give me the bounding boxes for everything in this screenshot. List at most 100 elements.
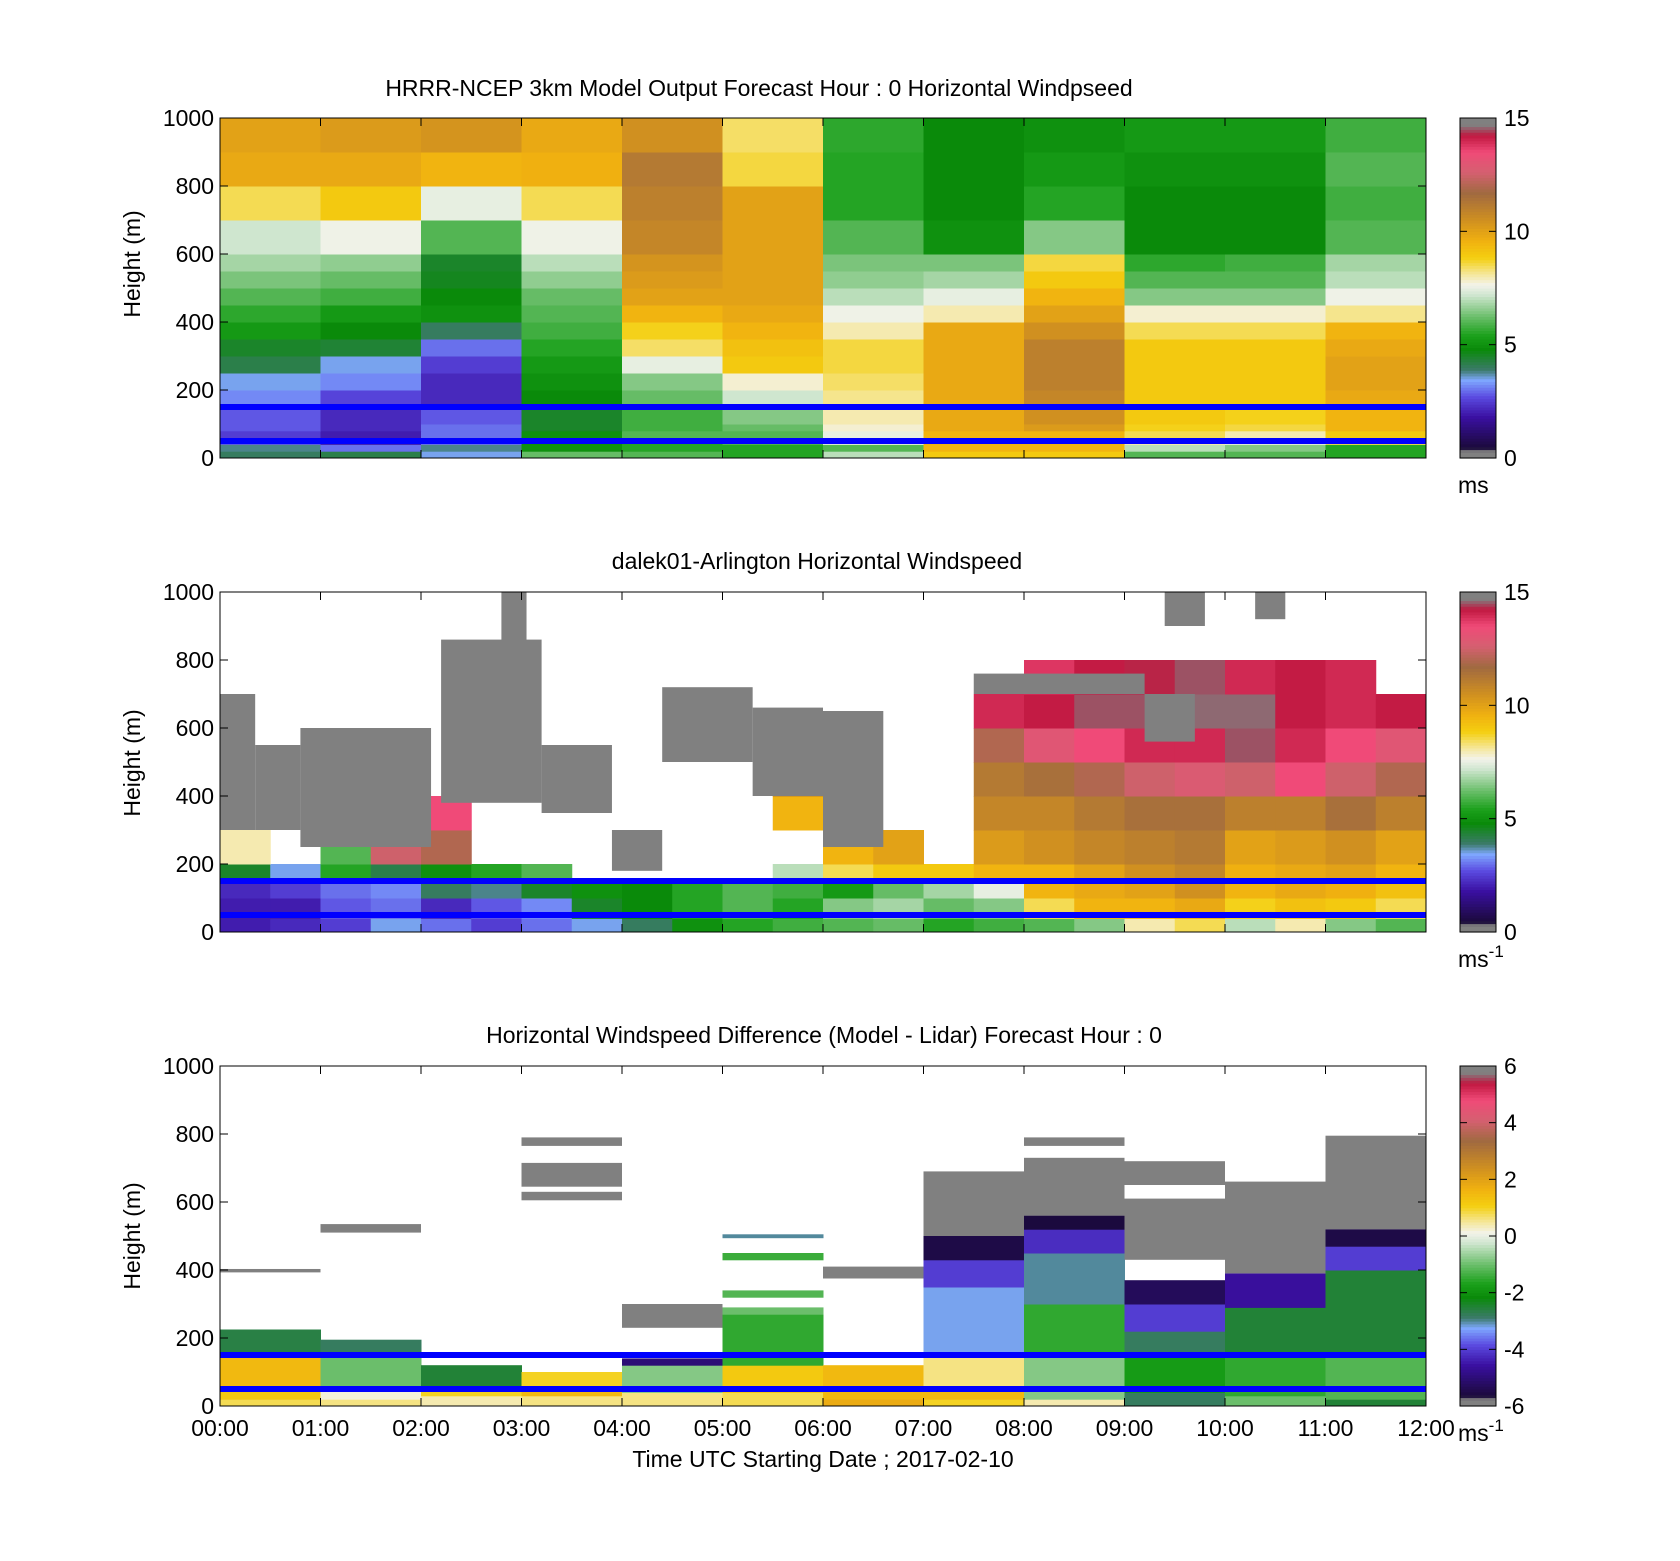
colorbar-segment: [1460, 654, 1496, 658]
difference-cell: [923, 1355, 1025, 1390]
y-tick-label: 1000: [163, 579, 214, 605]
difference-cell: [1124, 1280, 1226, 1305]
colorbar-frame: [1459, 591, 1497, 933]
colorbar-segment: [1460, 1389, 1496, 1393]
colorbar-segment: [1460, 228, 1496, 232]
lidar-cell: [973, 864, 1025, 882]
colorbar-segment: [1460, 742, 1496, 746]
colorbar-segment: [1460, 900, 1496, 905]
colorbar-segment: [1460, 1213, 1496, 1217]
colorbar-segment: [1460, 711, 1496, 715]
model-cell: [1024, 271, 1125, 289]
lidar-panel: dalek01-Arlington Horizontal Windspeed H…: [119, 548, 1530, 972]
colorbar-segment: [1460, 455, 1496, 459]
model-cell: [823, 288, 924, 306]
difference-cell: [722, 1290, 824, 1298]
difference-cell: [1124, 1331, 1226, 1356]
difference-ylabel: Height (m): [119, 1182, 145, 1289]
colorbar-segment: [1460, 239, 1496, 244]
model-cell: [1325, 390, 1427, 408]
colorbar-segment: [1460, 668, 1496, 672]
model-cell: [521, 390, 623, 408]
model-cell: [1325, 322, 1427, 340]
lidar-cell: [471, 881, 522, 899]
model-cell: [1124, 305, 1226, 323]
x-tick-label: 12:00: [1397, 1415, 1455, 1441]
model-cell: [220, 356, 321, 374]
colorbar-segment: [1460, 600, 1496, 604]
lidar-cell: [1325, 796, 1377, 831]
colorbar-segment: [1460, 1102, 1496, 1107]
model-cell: [421, 444, 522, 452]
colorbar-segment: [1460, 1374, 1496, 1379]
lidar-cell: [622, 881, 673, 899]
colorbar-segment: [1460, 705, 1496, 709]
model-cells: [220, 118, 1427, 459]
model-cell: [1225, 390, 1326, 408]
y-tick-label: 400: [176, 1257, 214, 1283]
colorbar-segment: [1460, 1077, 1496, 1081]
colorbar-segment: [1460, 677, 1496, 681]
colorbar-segment: [1460, 1148, 1496, 1152]
lidar-cell: [1325, 830, 1377, 865]
colorbar-segment: [1460, 1207, 1496, 1212]
lidar-cell: [1275, 660, 1326, 695]
model-cell: [923, 339, 1025, 357]
colorbar-segment: [1460, 827, 1496, 831]
model-cell: [1124, 356, 1226, 374]
colorbar-segment: [1460, 424, 1496, 428]
colorbar-segment: [1460, 779, 1496, 783]
difference-cell: [923, 1399, 1025, 1407]
colorbar-segment: [1460, 611, 1496, 616]
model-cell: [1024, 288, 1125, 306]
model-cell: [923, 451, 1025, 459]
colorbar-tick-label: 10: [1504, 692, 1530, 718]
model-cell: [1225, 186, 1326, 221]
y-tick-label: 0: [201, 445, 214, 471]
colorbar-segment: [1460, 1204, 1496, 1209]
colorbar-tick-label: 5: [1504, 332, 1517, 358]
lidar-cell: [1375, 728, 1427, 763]
colorbar-segment: [1460, 1219, 1496, 1223]
model-cell: [1225, 118, 1326, 153]
model-cell: [1024, 356, 1125, 374]
model-cell: [1124, 424, 1226, 432]
model-cell: [1124, 220, 1226, 255]
colorbar-segment: [1460, 407, 1496, 411]
model-cell: [1225, 305, 1326, 323]
colorbar-segment: [1460, 832, 1496, 837]
model-cell: [220, 424, 321, 432]
x-tick-label: 11:00: [1298, 1415, 1354, 1441]
colorbar-segment: [1460, 268, 1496, 272]
colorbar-segment: [1460, 1349, 1496, 1353]
colorbar-segment: [1460, 1355, 1496, 1359]
colorbar-segment: [1460, 271, 1496, 275]
model-cell: [1225, 254, 1326, 272]
lidar-cell: [1174, 881, 1226, 899]
model-cell: [521, 444, 623, 452]
model-cell: [622, 186, 723, 221]
model-cell: [1124, 271, 1226, 289]
colorbar-segment: [1460, 273, 1496, 278]
model-cell: [722, 356, 824, 374]
lidar-cell: [1124, 864, 1176, 882]
model-cell: [220, 444, 321, 452]
colorbar-segment: [1460, 1292, 1496, 1297]
x-tick-label: 09:00: [1096, 1415, 1154, 1441]
colorbar-segment: [1460, 1100, 1496, 1104]
lidar-cell: [1074, 830, 1125, 865]
difference-missing-block: [1225, 1181, 1326, 1274]
colorbar-segment: [1460, 211, 1496, 215]
difference-cell: [722, 1392, 824, 1407]
colorbar-segment: [1460, 716, 1496, 721]
colorbar-segment: [1460, 790, 1496, 794]
colorbar-segment: [1460, 1151, 1496, 1155]
colorbar-segment: [1460, 1145, 1496, 1149]
model-cell: [622, 254, 723, 272]
lidar-cell: [722, 918, 774, 933]
model-cell: [1325, 373, 1427, 391]
model-cell: [1024, 220, 1125, 255]
colorbar-segment: [1460, 1366, 1496, 1370]
model-cell: [622, 390, 723, 408]
difference-cell: [320, 1389, 422, 1400]
